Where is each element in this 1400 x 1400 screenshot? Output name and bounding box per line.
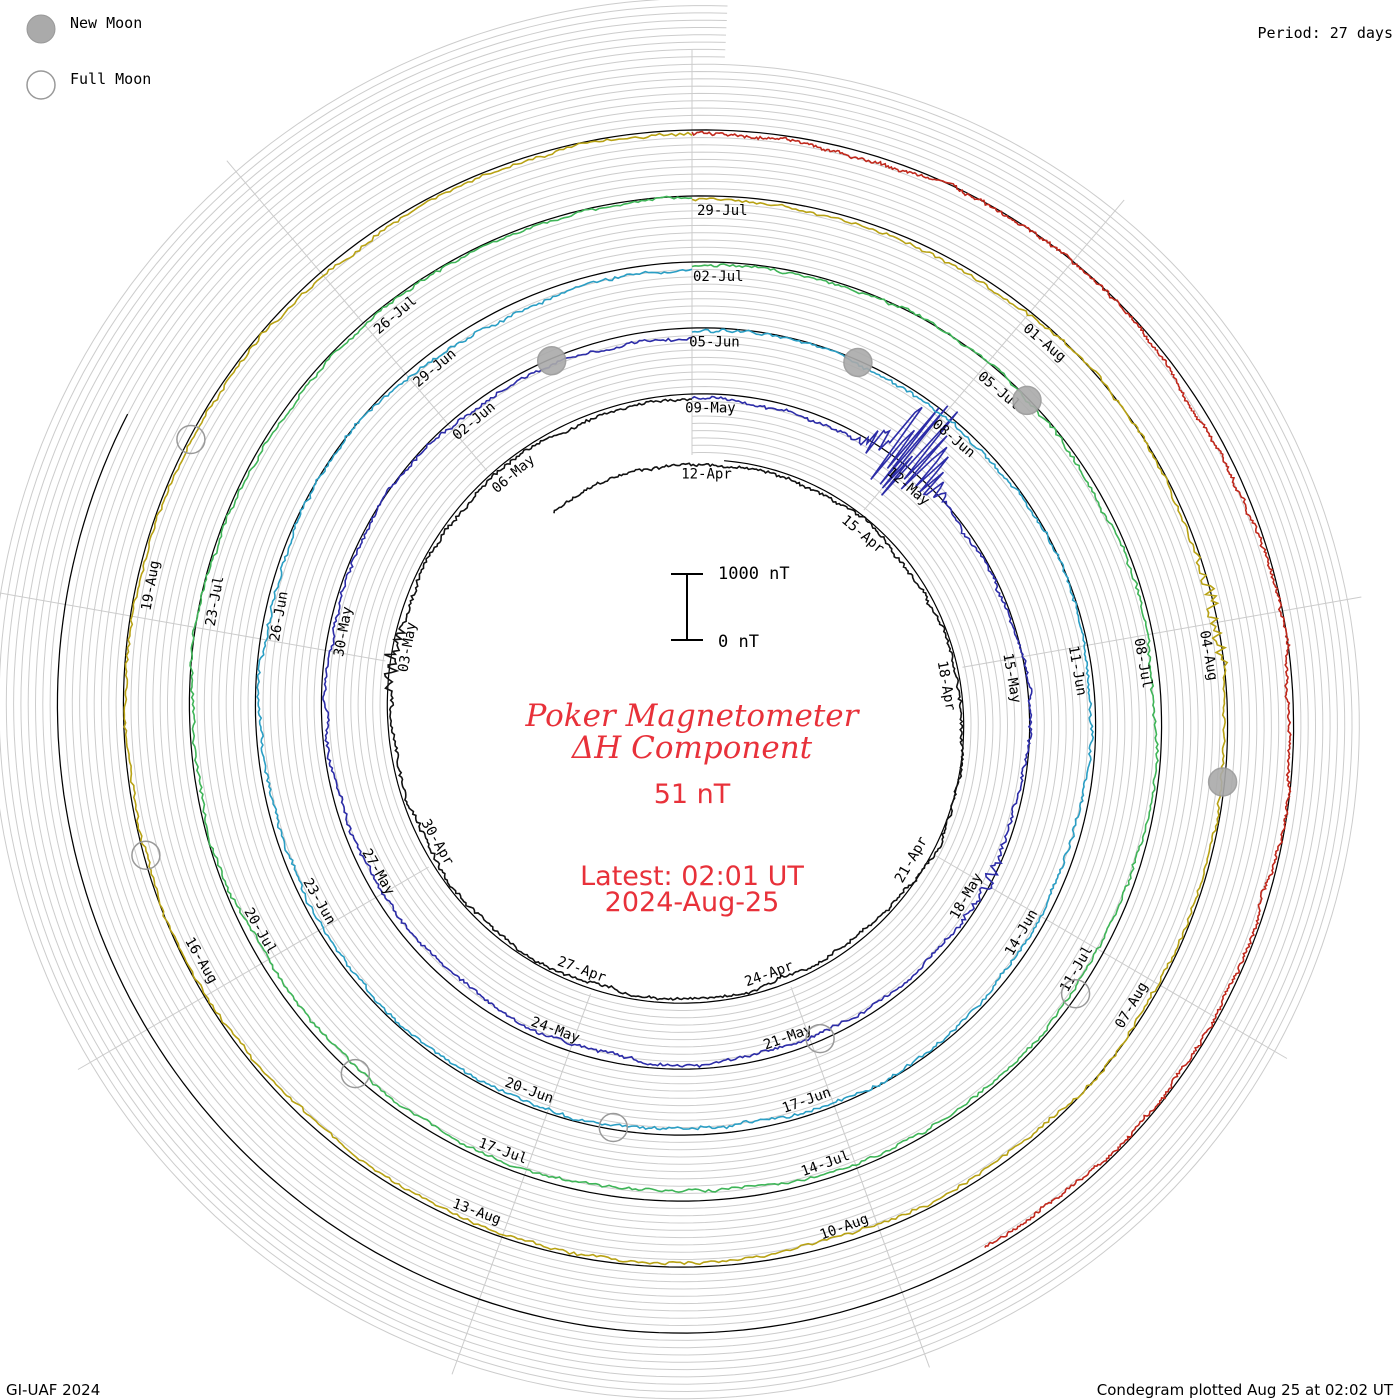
full-moon-marker [805, 1023, 835, 1054]
series-line-rotation-5 [123, 131, 1229, 1266]
date-label: 12-Apr [681, 466, 732, 482]
spoke-line [790, 986, 930, 1368]
credit-label: GI-UAF 2024 [6, 1381, 100, 1399]
spoke-line [451, 993, 592, 1375]
date-label: 16-Aug [181, 935, 220, 987]
spoke-line [226, 160, 488, 472]
period-label: Period: 27 days [1258, 24, 1393, 42]
latest-date: 2024-Aug-25 [605, 887, 780, 918]
series-line-rotation-3 [256, 268, 1095, 1131]
spoke-line [935, 855, 1288, 1059]
date-label: 13-Aug [450, 1196, 503, 1228]
spoke-line [0, 592, 386, 662]
date-label: 23-Jul [203, 575, 228, 628]
scale-top-label: 1000 nT [718, 564, 790, 584]
full-moon-legend-label: Full Moon [70, 70, 151, 88]
date-label: 19-Aug [139, 559, 164, 612]
date-label: 04-Aug [1196, 629, 1221, 682]
new-moon-legend-label: New Moon [70, 14, 142, 32]
new-moon-marker [536, 345, 567, 376]
date-label: 29-Jul [697, 203, 748, 219]
series-line-rotation-6 [691, 130, 1292, 1249]
chart-title-line2: ΔH Component [571, 730, 813, 766]
moon-markers [131, 345, 1238, 1143]
series-line-rotation-2 [322, 336, 1033, 1069]
chart-title-line1: Poker Magnetometer [525, 698, 861, 734]
baseline-spiral-path [56, 129, 1295, 1334]
grid-spiral [0, 5, 1353, 1393]
grid-spiral [27, 34, 1324, 1363]
grid-spiral [5, 12, 1346, 1385]
data-series [123, 130, 1292, 1266]
date-label: 30-May [331, 605, 356, 658]
new-moon-marker [1207, 767, 1238, 797]
new-moon-legend-icon [26, 14, 56, 44]
full-moon-marker [176, 424, 206, 455]
full-moon-legend-icon [26, 70, 56, 100]
grid-spiral [49, 56, 1302, 1341]
date-label: 26-Jul [371, 293, 420, 338]
date-label: 26-Jun [267, 590, 292, 643]
scale-bar: 1000 nT 0 nT [671, 564, 790, 652]
spoke-line [863, 199, 1125, 511]
date-label: 24-May [529, 1014, 582, 1046]
date-label: 24-Apr [743, 958, 796, 990]
date-label: 08-Jul [1130, 637, 1155, 690]
full-moon-marker [131, 840, 161, 870]
full-moon-marker [340, 1058, 371, 1089]
radial-spokes [0, 50, 1362, 1375]
date-label: 05-Jun [689, 335, 740, 351]
date-label: 21-Apr [892, 834, 931, 886]
plotted-label: Condegram plotted Aug 25 at 02:02 UT [1097, 1381, 1394, 1399]
series-line-rotation-4 [189, 195, 1160, 1194]
date-label: 29-Jun [410, 346, 459, 391]
grid-spiral [34, 41, 1317, 1356]
full-moon-marker [598, 1112, 629, 1143]
new-moon-marker [843, 347, 873, 378]
date-label: 20-Jul [240, 905, 279, 957]
spoke-line [962, 596, 1362, 668]
date-label: 14-Jul [799, 1148, 852, 1180]
grid-spiral [13, 19, 1338, 1378]
date-label: 10-Aug [818, 1211, 871, 1243]
scale-bottom-label: 0 nT [718, 632, 759, 652]
baseline-spiral [56, 129, 1295, 1334]
date-label: 02-Jul [693, 269, 744, 285]
legend: New Moon Full Moon [26, 14, 151, 100]
date-label: 27-May [358, 846, 397, 898]
latest-time: Latest: 02:01 UT [580, 861, 804, 892]
date-label: 15-May [999, 652, 1024, 705]
date-label: 27-Apr [555, 954, 608, 986]
date-label: 09-May [685, 401, 736, 417]
grid-spiral [20, 27, 1331, 1371]
full-moon-marker [1060, 978, 1091, 1009]
series-line-rotation-1 [383, 398, 965, 1001]
spoke-line [77, 866, 429, 1070]
grid-spiral [42, 48, 1309, 1349]
new-moon-marker [1012, 385, 1042, 416]
current-value: 51 nT [654, 779, 731, 810]
